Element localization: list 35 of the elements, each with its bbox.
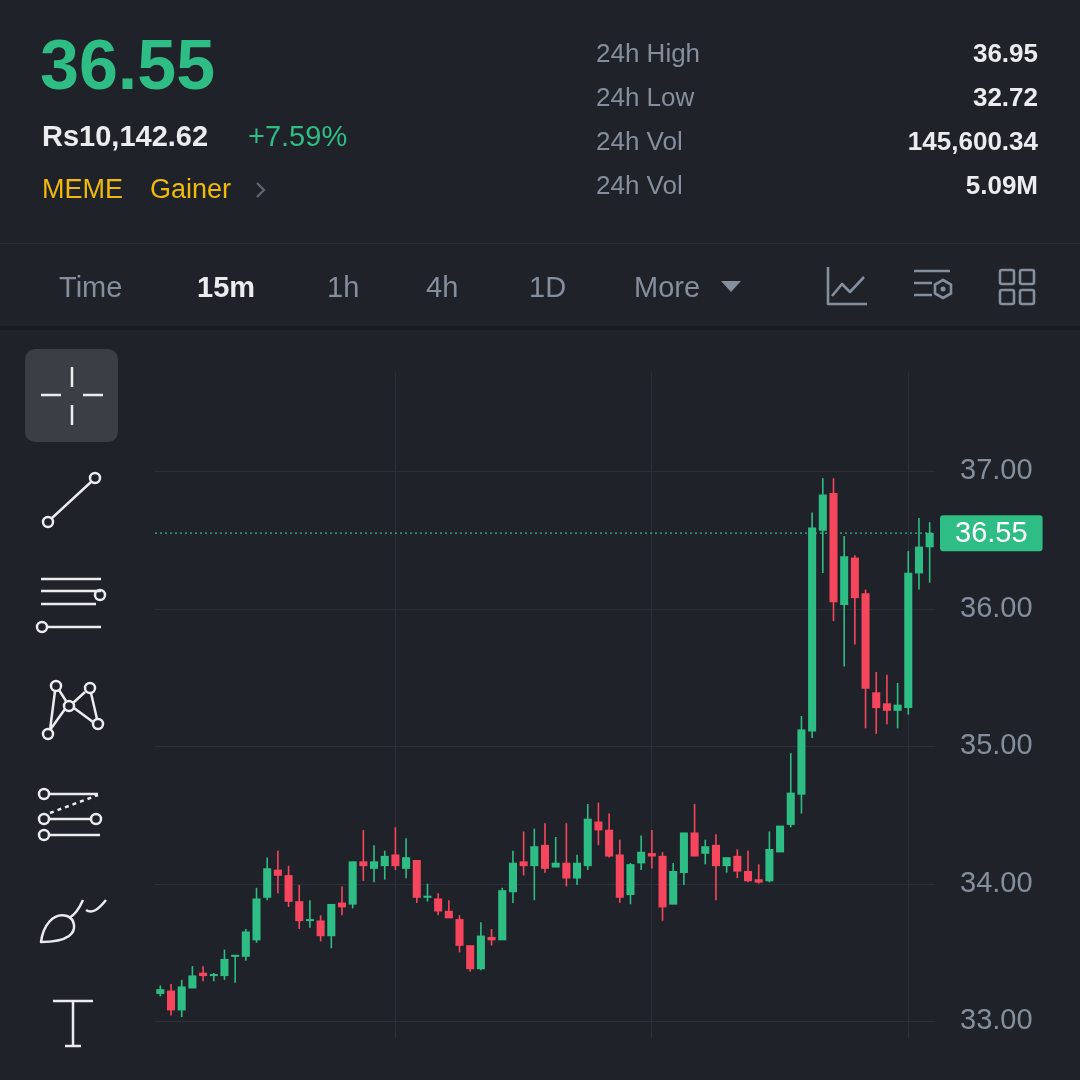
- candlestick: [519, 830, 528, 877]
- text: 4h: [426, 271, 459, 303]
- text: 15m: [197, 271, 256, 303]
- y-tick-label: 35.00: [960, 728, 1033, 761]
- candlestick: [359, 829, 368, 882]
- candlestick: [551, 836, 560, 868]
- candlestick: [626, 862, 635, 906]
- text: 24h Low: [596, 82, 695, 112]
- y-tick-label: 33.00: [960, 1003, 1033, 1036]
- text: 36.95: [972, 38, 1038, 68]
- text: 24h Vol: [596, 170, 683, 200]
- candlestick: [776, 825, 785, 853]
- y-tick-label: 37.00: [960, 453, 1033, 486]
- text: 5.09M: [965, 170, 1038, 200]
- text: 24h High: [596, 38, 701, 68]
- text: Rs10,142.62: [42, 120, 209, 152]
- ref-line-label: 36.55: [955, 516, 1028, 549]
- text: +7.59%: [248, 120, 348, 152]
- y-tick-label: 34.00: [960, 865, 1033, 898]
- text: 24h Vol: [596, 126, 683, 156]
- chart-title: 36.55: [40, 26, 216, 104]
- candlestick: [252, 886, 261, 944]
- text: Gainer: [150, 174, 232, 204]
- text: MEME: [42, 174, 123, 204]
- candlestick: [455, 914, 464, 954]
- y-tick-label: 36.00: [960, 590, 1033, 623]
- candlestick: [754, 863, 763, 885]
- text: 32.72: [972, 82, 1038, 112]
- text: 145,600.34: [907, 126, 1038, 156]
- text: Time: [59, 271, 123, 303]
- text: More: [634, 271, 701, 303]
- text: 1h: [327, 271, 360, 303]
- candlestick: [829, 477, 838, 622]
- text: 1D: [529, 271, 567, 303]
- candlestick: [690, 803, 699, 857]
